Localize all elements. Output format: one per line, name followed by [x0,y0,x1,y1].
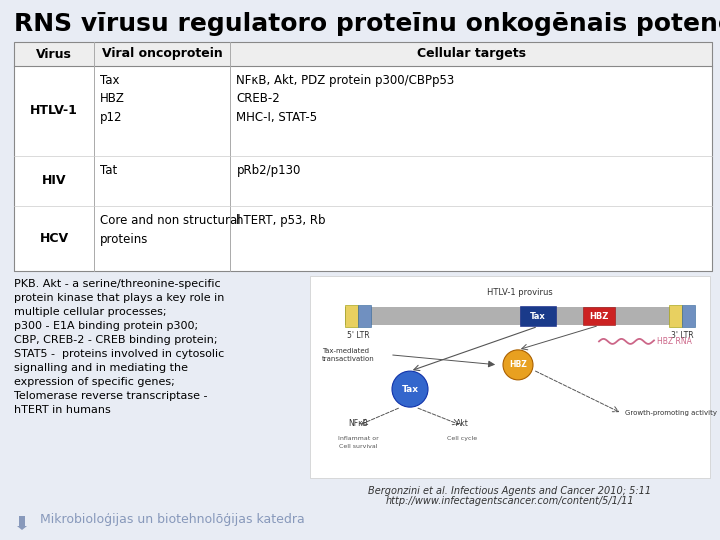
FancyArrow shape [17,516,27,530]
Circle shape [503,350,533,380]
Circle shape [392,371,428,407]
Text: Core and non structural
proteins: Core and non structural proteins [100,214,241,246]
Text: Cell cycle: Cell cycle [447,436,477,441]
Text: PKB. Akt - a serine/threonine-specific
protein kinase that plays a key role in
m: PKB. Akt - a serine/threonine-specific p… [14,279,225,415]
Bar [520,306,556,326]
Text: Virus: Virus [36,48,72,60]
FancyBboxPatch shape [14,42,712,271]
Text: Cell survival: Cell survival [338,443,377,449]
Text: Tax: Tax [402,384,418,394]
FancyBboxPatch shape [310,276,710,478]
Text: Cellular targets: Cellular targets [417,48,526,60]
Text: Tax: Tax [530,312,546,321]
Text: HCV: HCV [40,232,68,245]
Text: HBZ: HBZ [589,312,608,321]
FancyBboxPatch shape [14,42,712,66]
Text: Inflammat or: Inflammat or [338,436,379,441]
Text: HTLV-1: HTLV-1 [30,105,78,118]
Text: Viral oncoprotein: Viral oncoprotein [102,48,222,60]
Text: hTERT, p53, Rb: hTERT, p53, Rb [236,214,326,227]
Text: pRb2/p130: pRb2/p130 [236,164,301,177]
Text: Growth-promoting activity: Growth-promoting activity [625,410,717,416]
Bar [583,307,615,326]
Text: 5' LTR: 5' LTR [347,332,369,340]
Text: Mikrobioloģijas un biotehnolōģijas katedra: Mikrobioloģijas un biotehnolōģijas kated… [40,514,305,526]
Bar [682,306,695,327]
Bar [358,306,371,327]
Text: HTLV-1 provirus: HTLV-1 provirus [487,288,553,298]
Text: RNS vīrusu regulatoro proteīnu onkogēnais potenciāls: RNS vīrusu regulatoro proteīnu onkogēnai… [14,12,720,36]
Bar [669,306,682,327]
Text: NFκB: NFκB [348,418,368,428]
Text: HBZ: HBZ [509,360,527,369]
Text: 3' LTR: 3' LTR [671,332,693,340]
Text: Akt: Akt [456,418,469,428]
Text: NFκB, Akt, PDZ protein p300/CBPp53
CREB-2
MHC-I, STAT-5: NFκB, Akt, PDZ protein p300/CBPp53 CREB-… [236,74,454,124]
Text: HIV: HIV [42,174,66,187]
Text: HBZ RNA: HBZ RNA [657,337,692,346]
Text: Tax
HBZ
p12: Tax HBZ p12 [100,74,125,124]
Text: Bergonzini et al. Infectious Agents and Cancer 2010; 5:11: Bergonzini et al. Infectious Agents and … [369,486,652,496]
Bar [345,306,358,327]
Text: Tax-mediated
transactivation: Tax-mediated transactivation [322,348,374,362]
Text: Tat: Tat [100,164,117,177]
Text: http://www.infectagentscancer.com/content/5/1/11: http://www.infectagentscancer.com/conten… [386,496,634,506]
Bar [345,307,695,326]
